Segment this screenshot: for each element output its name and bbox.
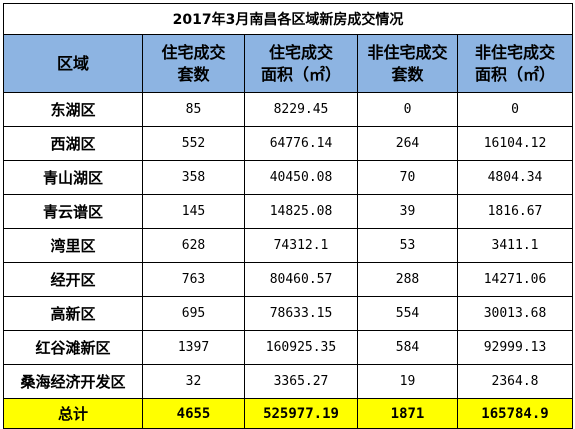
cell-region: 青山湖区 xyxy=(3,160,143,195)
header-res-area-line2: 面积（㎡） xyxy=(260,64,341,84)
table-row: 红谷滩新区 1397 160925.35 584 92999.13 xyxy=(3,330,573,365)
header-res-area: 住宅成交 面积（㎡） xyxy=(244,34,358,93)
cell-nonres-area: 14271.06 xyxy=(457,262,573,297)
cell-res-units: 145 xyxy=(142,194,245,229)
cell-res-area: 74312.1 xyxy=(244,228,358,263)
cell-res-units: 85 xyxy=(142,92,245,127)
cell-res-units: 628 xyxy=(142,228,245,263)
cell-res-units: 358 xyxy=(142,160,245,195)
cell-nonres-units: 554 xyxy=(357,296,458,331)
cell-res-area: 14825.08 xyxy=(244,194,358,229)
total-res-units: 4655 xyxy=(142,398,245,429)
table-row: 青云谱区 145 14825.08 39 1816.67 xyxy=(3,194,573,229)
cell-nonres-area: 4804.34 xyxy=(457,160,573,195)
cell-nonres-units: 584 xyxy=(357,330,458,365)
cell-res-units: 1397 xyxy=(142,330,245,365)
header-nonres-units-line2: 套数 xyxy=(391,64,424,84)
cell-res-units: 552 xyxy=(142,126,245,161)
cell-nonres-area: 0 xyxy=(457,92,573,127)
cell-res-area: 40450.08 xyxy=(244,160,358,195)
table-row: 青山湖区 358 40450.08 70 4804.34 xyxy=(3,160,573,195)
cell-nonres-units: 53 xyxy=(357,228,458,263)
cell-nonres-area: 1816.67 xyxy=(457,194,573,229)
cell-nonres-area: 3411.1 xyxy=(457,228,573,263)
table-row: 东湖区 85 8229.45 0 0 xyxy=(3,92,573,127)
header-nonres-units: 非住宅成交 套数 xyxy=(357,34,458,93)
table-body: 东湖区 85 8229.45 0 0 西湖区 552 64776.14 264 16104.12 青… xyxy=(3,92,573,399)
header-row: 区域 住宅成交 套数 住宅成交 面积（㎡） 非住宅成交 套数 非住宅成交 面积（㎡） xyxy=(3,34,573,93)
table-row: 桑海经济开发区 32 3365.27 19 2364.8 xyxy=(3,364,573,399)
cell-res-area: 78633.15 xyxy=(244,296,358,331)
header-region: 区域 xyxy=(3,34,143,93)
header-region-label: 区域 xyxy=(56,53,89,73)
cell-nonres-units: 19 xyxy=(357,364,458,399)
cell-res-area: 3365.27 xyxy=(244,364,358,399)
cell-res-area: 64776.14 xyxy=(244,126,358,161)
cell-nonres-units: 0 xyxy=(357,92,458,127)
header-nonres-area: 非住宅成交 面积（㎡） xyxy=(457,34,573,93)
cell-nonres-area: 30013.68 xyxy=(457,296,573,331)
header-nonres-units-line1: 非住宅成交 xyxy=(367,42,448,62)
cell-region: 西湖区 xyxy=(3,126,143,161)
table-row: 湾里区 628 74312.1 53 3411.1 xyxy=(3,228,573,263)
header-res-area-line1: 住宅成交 xyxy=(268,42,333,62)
cell-res-units: 32 xyxy=(142,364,245,399)
cell-region: 东湖区 xyxy=(3,92,143,127)
sales-table: 2017年3月南昌各区域新房成交情况 区域 住宅成交 套数 住宅成交 面积（㎡） 非… xyxy=(3,3,573,429)
cell-region: 高新区 xyxy=(3,296,143,331)
header-nonres-area-line1: 非住宅成交 xyxy=(474,42,555,62)
header-res-units: 住宅成交 套数 xyxy=(142,34,245,93)
cell-region: 经开区 xyxy=(3,262,143,297)
total-label: 总计 xyxy=(3,398,143,429)
header-res-units-line1: 住宅成交 xyxy=(161,42,226,62)
header-res-units-line2: 套数 xyxy=(177,64,210,84)
cell-nonres-units: 70 xyxy=(357,160,458,195)
cell-res-units: 763 xyxy=(142,262,245,297)
cell-nonres-units: 39 xyxy=(357,194,458,229)
cell-nonres-area: 16104.12 xyxy=(457,126,573,161)
total-nonres-area: 165784.9 xyxy=(457,398,573,429)
table-row: 西湖区 552 64776.14 264 16104.12 xyxy=(3,126,573,161)
cell-res-area: 160925.35 xyxy=(244,330,358,365)
cell-region: 青云谱区 xyxy=(3,194,143,229)
cell-region: 湾里区 xyxy=(3,228,143,263)
cell-nonres-units: 264 xyxy=(357,126,458,161)
table-title: 2017年3月南昌各区域新房成交情况 xyxy=(3,3,573,35)
cell-res-area: 8229.45 xyxy=(244,92,358,127)
cell-region: 红谷滩新区 xyxy=(3,330,143,365)
cell-nonres-units: 288 xyxy=(357,262,458,297)
table-row: 高新区 695 78633.15 554 30013.68 xyxy=(3,296,573,331)
table-row: 经开区 763 80460.57 288 14271.06 xyxy=(3,262,573,297)
total-res-area: 525977.19 xyxy=(244,398,358,429)
cell-nonres-area: 2364.8 xyxy=(457,364,573,399)
total-row: 总计 4655 525977.19 1871 165784.9 xyxy=(3,398,573,429)
cell-region: 桑海经济开发区 xyxy=(3,364,143,399)
title-row: 2017年3月南昌各区域新房成交情况 xyxy=(3,3,573,35)
cell-res-area: 80460.57 xyxy=(244,262,358,297)
total-nonres-units: 1871 xyxy=(357,398,458,429)
header-nonres-area-line2: 面积（㎡） xyxy=(474,64,555,84)
cell-nonres-area: 92999.13 xyxy=(457,330,573,365)
cell-res-units: 695 xyxy=(142,296,245,331)
